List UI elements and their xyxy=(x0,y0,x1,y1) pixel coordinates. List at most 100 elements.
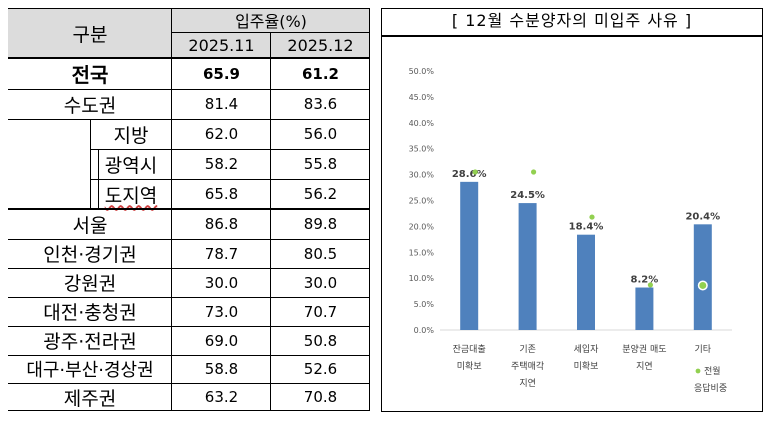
subregion-indent-line xyxy=(90,119,91,209)
prev-month-dot xyxy=(531,169,537,175)
bar xyxy=(577,234,595,330)
prev-month-dot xyxy=(472,169,478,175)
y-tick-label: 5.0% xyxy=(414,300,435,309)
row-label-daegu-busan-gyeongsang: 대구·부산·경상권 xyxy=(26,360,154,381)
header-rate-title: 입주율(%) xyxy=(235,12,307,31)
table-row: 대구·부산·경상권 58.8 52.6 xyxy=(8,355,370,383)
row-divider xyxy=(8,239,370,240)
header-split-line xyxy=(172,32,370,33)
row-divider xyxy=(8,326,370,327)
row-value-2025-12: 56.2 xyxy=(303,185,338,203)
row-value-2025-11: 58.2 xyxy=(204,155,239,173)
header-category: 구분 xyxy=(72,23,108,46)
row-value-2025-11: 62.0 xyxy=(204,125,239,143)
bar xyxy=(635,287,654,330)
table-row: 제주권 63.2 70.8 xyxy=(8,383,370,411)
row-value-2025-12: 50.8 xyxy=(303,331,338,350)
table-row: 강원권 30.0 30.0 xyxy=(8,268,370,297)
y-tick-label: 20.0% xyxy=(409,222,435,231)
table-border-top xyxy=(8,8,370,9)
y-tick-label: 10.0% xyxy=(409,274,435,283)
header-bottom-line xyxy=(8,57,370,59)
table-row: 광역시 58.2 55.8 xyxy=(8,149,370,179)
row-value-2025-11: 78.7 xyxy=(204,244,239,263)
data-label: 20.4% xyxy=(685,211,720,222)
y-tick-label: 0.0% xyxy=(414,326,435,335)
x-tick-label: 지연 xyxy=(636,361,653,372)
row-divider xyxy=(8,119,370,120)
table-border-bottom xyxy=(8,410,370,411)
data-label: 24.5% xyxy=(510,190,545,201)
x-tick-label: 잔금대출 xyxy=(453,344,486,355)
y-tick-label: 40.0% xyxy=(409,119,435,128)
table-row: 전국 65.9 61.2 xyxy=(8,58,370,89)
x-tick-label: 세입자 xyxy=(574,343,600,355)
row-value-2025-11: 65.8 xyxy=(204,185,239,203)
data-label: 18.4% xyxy=(569,222,604,233)
row-value-2025-12: 70.8 xyxy=(303,388,338,406)
row-value-2025-12: 30.0 xyxy=(303,273,338,292)
row-value-2025-11: 73.0 xyxy=(204,302,239,321)
row-value-2025-12: 52.6 xyxy=(303,360,338,378)
row-divider xyxy=(8,89,370,90)
x-tick-label: 기타 xyxy=(695,344,712,355)
table-row: 대전·충청권 73.0 70.7 xyxy=(8,297,370,326)
value-column-line xyxy=(270,33,271,411)
row-label-gwangju-jeolla: 광주·전라권 xyxy=(43,331,137,353)
prev-month-dot xyxy=(699,281,707,289)
table-row: 도지역 65.8 56.2 xyxy=(8,179,370,209)
x-tick-label: 주택매각 xyxy=(511,360,544,372)
y-tick-label: 15.0% xyxy=(409,248,435,257)
row-label-province-areas: 도지역 xyxy=(104,184,158,207)
row-label-jeju: 제주권 xyxy=(63,387,117,410)
legend-dot xyxy=(695,368,701,374)
header-col-2025-11: 2025.11 xyxy=(188,36,255,55)
row-label-nationwide: 전국 xyxy=(71,63,109,87)
category-column-line xyxy=(171,8,172,411)
header-col-2025-12: 2025.12 xyxy=(287,36,354,55)
row-label-cell: 도지역 xyxy=(90,179,172,209)
row-divider xyxy=(90,149,370,150)
bar xyxy=(518,203,537,330)
row-divider xyxy=(8,268,370,269)
row-divider xyxy=(8,355,370,356)
x-tick-label: 지연 xyxy=(519,378,536,389)
row-divider xyxy=(90,179,370,180)
data-label: 8.2% xyxy=(631,275,659,286)
table-row: 지방 62.0 56.0 xyxy=(8,119,370,149)
row-value-2025-11: 30.0 xyxy=(204,273,239,292)
table-row: 인천·경기권 78.7 80.5 xyxy=(8,239,370,268)
table-header-background xyxy=(8,8,370,58)
group-divider xyxy=(8,208,370,210)
bar xyxy=(693,224,712,330)
non-occupancy-reason-chart: 0.0% 5.0% 10.0% 15.0% 20.0% 25.0% 30.0% 35.0% 40… xyxy=(409,67,732,394)
x-tick-label: 미확보 xyxy=(574,360,599,372)
row-value-2025-11: 58.8 xyxy=(204,360,239,378)
table-row: 수도권 81.4 83.6 xyxy=(8,89,370,119)
row-divider xyxy=(8,383,370,384)
chart-title-underline xyxy=(382,35,762,37)
row-value-2025-12: 55.8 xyxy=(303,155,338,173)
row-value-2025-11: 63.2 xyxy=(204,388,239,406)
prev-month-dot xyxy=(589,214,595,220)
legend-label: 응답비중 xyxy=(694,382,727,394)
row-label-capital-region: 수도권 xyxy=(63,94,117,117)
row-value-2025-12: 56.0 xyxy=(303,125,338,143)
x-tick-label: 분양권 매도 xyxy=(622,343,666,355)
table-border-right xyxy=(369,8,370,411)
row-value-2025-11: 86.8 xyxy=(204,215,239,233)
row-divider xyxy=(8,297,370,298)
row-value-2025-12: 61.2 xyxy=(301,64,339,83)
row-value-2025-12: 70.7 xyxy=(303,302,338,321)
row-label-daejeon-chungcheong: 대전·충청권 xyxy=(43,302,137,324)
prev-month-dot xyxy=(647,282,653,288)
x-tick-label: 기존 xyxy=(519,344,536,355)
bar xyxy=(460,181,479,330)
non-occupancy-reason-panel: [ 12월 수분양자의 미입주 사유 ] 0.0% 5.0% 10.0% 15.0% 2… xyxy=(381,8,763,412)
row-value-2025-12: 89.8 xyxy=(303,215,338,233)
table-row: 서울 86.8 89.8 xyxy=(8,209,370,239)
row-value-2025-11: 65.9 xyxy=(202,64,240,83)
occupancy-rate-table: 구분 입주율(%) 2025.11 2025.12 전국 65.9 61.2 수… xyxy=(8,8,370,411)
y-tick-label: 45.0% xyxy=(409,93,435,102)
y-tick-label: 35.0% xyxy=(409,145,435,154)
